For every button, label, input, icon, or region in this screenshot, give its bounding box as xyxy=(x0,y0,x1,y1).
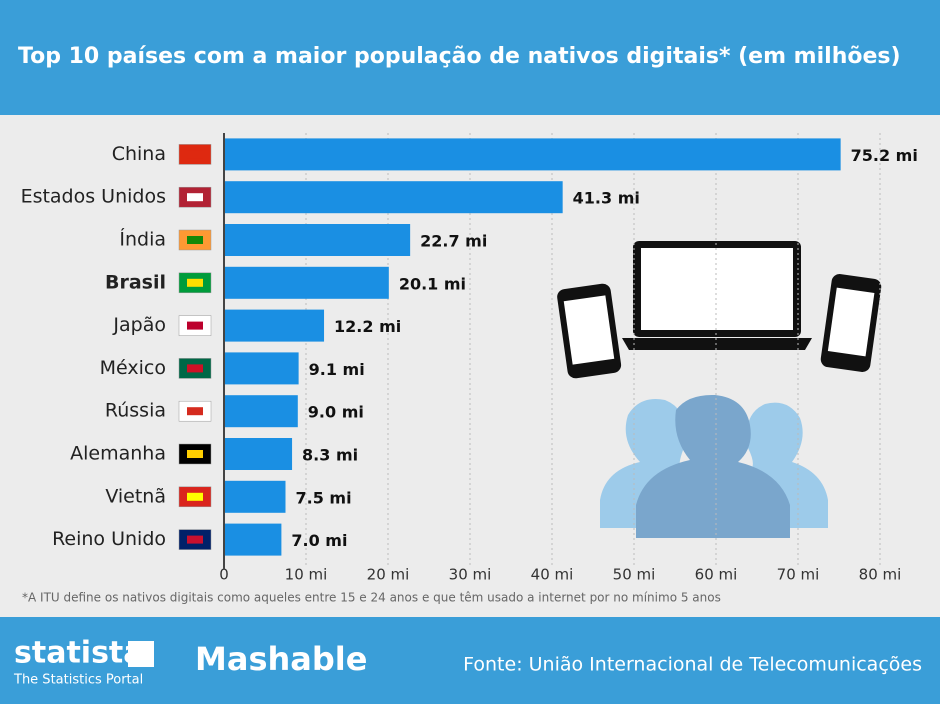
devices-illustration xyxy=(557,241,882,379)
bar xyxy=(224,309,325,342)
bar xyxy=(224,523,282,556)
footer xyxy=(0,617,940,704)
bar xyxy=(224,224,411,256)
brand-icon xyxy=(128,641,154,667)
category-label: Rússia xyxy=(105,400,166,422)
bar xyxy=(224,181,563,214)
bar xyxy=(224,138,841,171)
value-label: 9.0 mi xyxy=(308,403,364,422)
chart-title: Top 10 países com a maior população de n… xyxy=(18,44,901,69)
x-tick-label: 60 mi xyxy=(695,566,738,584)
value-label: 22.7 mi xyxy=(420,232,487,251)
x-tick-label: 0 xyxy=(219,566,229,584)
x-tick-label: 80 mi xyxy=(859,566,902,584)
category-label: Japão xyxy=(112,314,166,336)
bar xyxy=(224,438,293,470)
footnote: *A ITU define os nativos digitais como a… xyxy=(22,591,721,605)
flag-detail xyxy=(187,278,203,287)
header xyxy=(0,0,940,115)
partner-logo: Mashable xyxy=(195,640,367,678)
bar xyxy=(224,395,298,428)
brand-logo: statista xyxy=(14,636,144,671)
value-label: 41.3 mi xyxy=(573,189,640,208)
bar xyxy=(224,480,286,513)
value-label: 75.2 mi xyxy=(851,146,918,165)
value-label: 7.0 mi xyxy=(291,531,347,550)
category-label: Brasil xyxy=(105,271,166,293)
x-tick-label: 40 mi xyxy=(531,566,574,584)
category-label: México xyxy=(100,357,166,379)
category-label: Reino Unido xyxy=(52,528,166,550)
category-label: China xyxy=(112,143,166,165)
flag-detail xyxy=(187,407,203,416)
flag-detail xyxy=(187,321,203,330)
flag-detail xyxy=(187,450,203,458)
x-tick-label: 10 mi xyxy=(285,566,328,584)
flag-detail xyxy=(187,535,203,544)
value-label: 20.1 mi xyxy=(399,274,466,293)
value-label: 7.5 mi xyxy=(296,488,352,507)
x-tick-label: 70 mi xyxy=(777,566,820,584)
bar xyxy=(224,266,389,299)
x-tick-label: 50 mi xyxy=(613,566,656,584)
value-label: 12.2 mi xyxy=(334,317,401,336)
flag-detail xyxy=(187,364,203,373)
category-label: Vietnã xyxy=(105,485,166,507)
brand-tagline: The Statistics Portal xyxy=(13,673,143,688)
category-label: Índia xyxy=(119,228,166,251)
flag-detail xyxy=(187,492,203,501)
value-label: 8.3 mi xyxy=(302,446,358,465)
category-label: Estados Unidos xyxy=(21,186,166,208)
people-illustration xyxy=(600,394,828,538)
flag-detail xyxy=(187,236,203,244)
category-label: Alemanha xyxy=(70,443,166,465)
flag-detail xyxy=(187,150,203,159)
bar xyxy=(224,352,299,385)
value-label: 9.1 mi xyxy=(309,360,365,379)
x-tick-label: 20 mi xyxy=(367,566,410,584)
source: Fonte: União Internacional de Telecomuni… xyxy=(463,654,922,676)
flag-detail xyxy=(187,193,203,202)
x-tick-label: 30 mi xyxy=(449,566,492,584)
